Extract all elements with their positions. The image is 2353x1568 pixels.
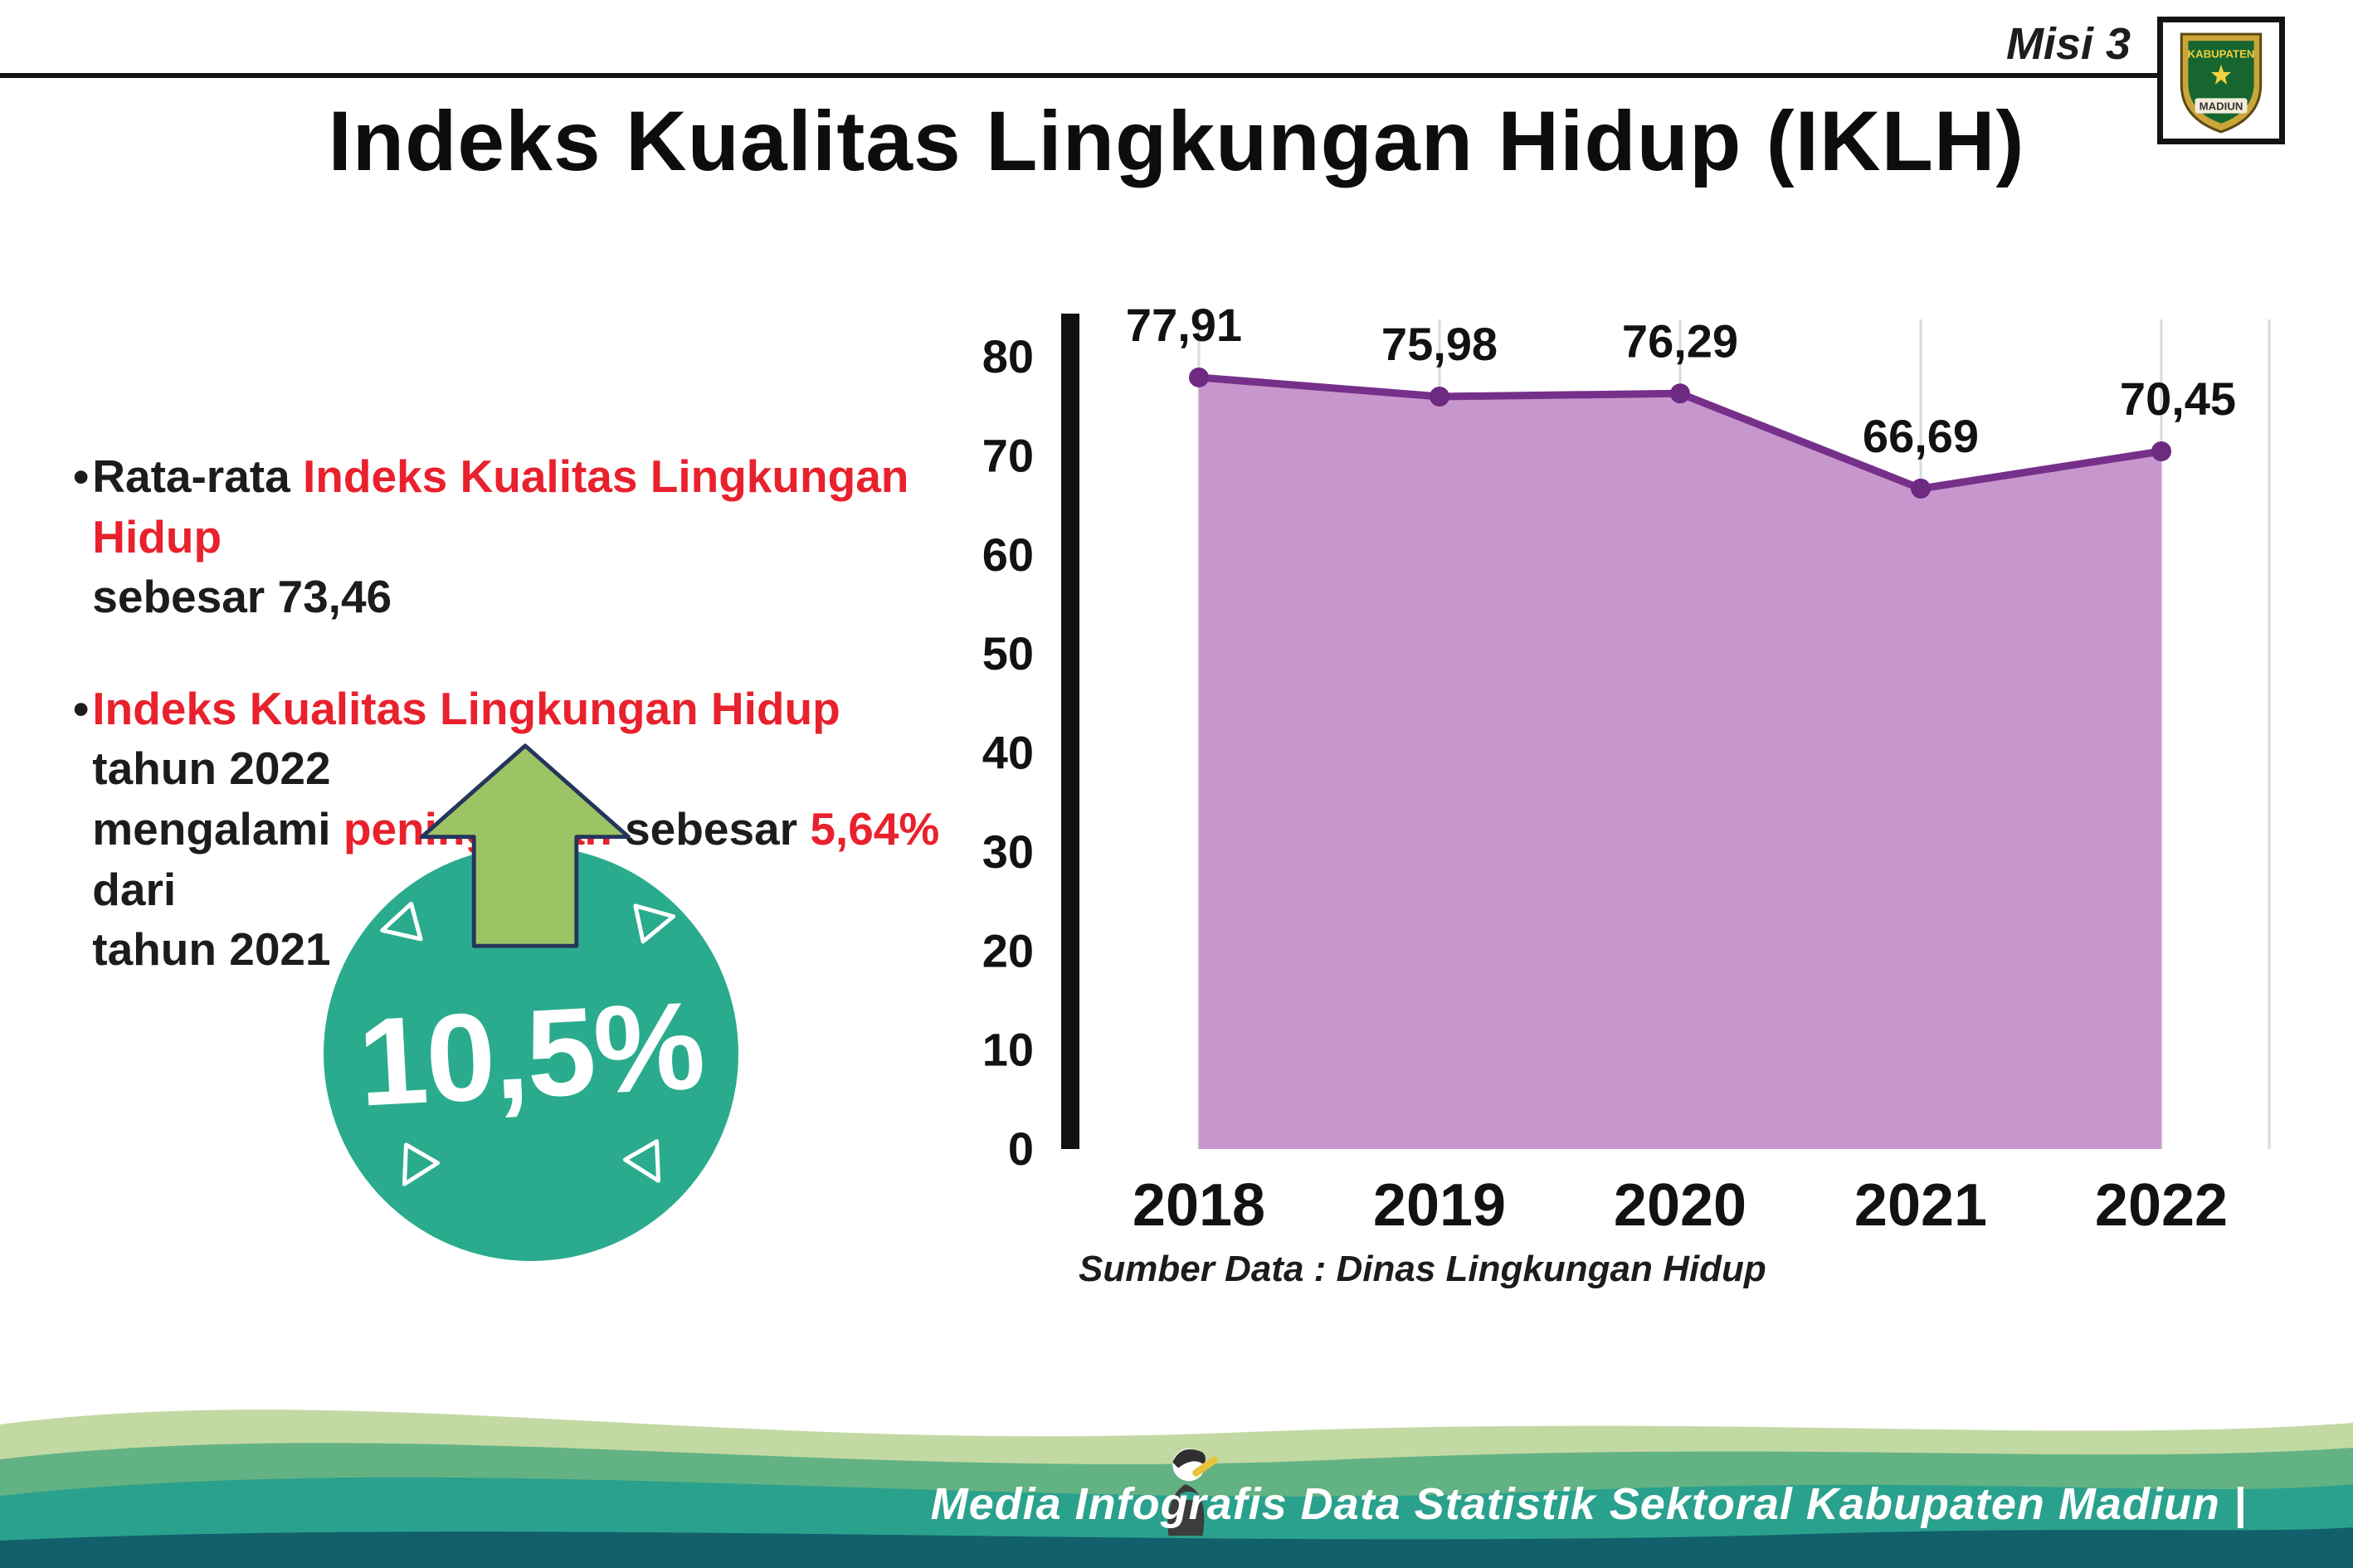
bullet-list: • Rata-rata Indeks Kualitas Lingkungan H… — [73, 446, 944, 1031]
svg-text:2019: 2019 — [1373, 1172, 1506, 1239]
svg-text:70,45: 70,45 — [2120, 373, 2236, 425]
growth-badge: 10,5% — [315, 734, 747, 1273]
svg-text:70: 70 — [982, 429, 1034, 481]
svg-text:60: 60 — [982, 528, 1034, 581]
svg-text:50: 50 — [982, 627, 1034, 679]
header-divider — [0, 73, 2157, 78]
svg-text:77,91: 77,91 — [1126, 299, 1242, 351]
emblem-bottom-text: MADIUN — [2200, 100, 2243, 113]
svg-text:2021: 2021 — [1854, 1172, 1987, 1239]
bullet-marker: • — [73, 450, 90, 502]
svg-text:2022: 2022 — [2095, 1172, 2228, 1239]
emblem-top-text: KABUPATEN — [2188, 48, 2255, 61]
statistics-mascot-icon — [1167, 1448, 1219, 1536]
triangle-decoration-icon — [402, 1142, 441, 1186]
svg-text:2020: 2020 — [1614, 1172, 1746, 1239]
svg-text:40: 40 — [982, 727, 1034, 779]
source-note: Sumber Data : Dinas Lingkungan Hidup — [1079, 1249, 1766, 1289]
kabupaten-madiun-emblem-icon: KABUPATEN MADIUN — [2180, 32, 2263, 134]
svg-text:66,69: 66,69 — [1863, 410, 1979, 462]
svg-text:10: 10 — [982, 1024, 1034, 1076]
up-arrow-icon — [419, 743, 631, 948]
footer-caption: Media Infografis Data Statistik Sektoral… — [930, 1479, 2247, 1529]
triangle-decoration-icon — [380, 901, 423, 942]
misi-label: Misi 3 — [2005, 19, 2131, 69]
svg-text:20: 20 — [982, 924, 1034, 976]
svg-text:76,29: 76,29 — [1622, 314, 1738, 367]
svg-text:30: 30 — [982, 825, 1034, 878]
bullet-text-average: Rata-rata Indeks Kualitas Lingkungan Hid… — [92, 450, 922, 623]
svg-text:0: 0 — [1008, 1122, 1034, 1175]
svg-text:75,98: 75,98 — [1381, 318, 1498, 370]
growth-badge-value: 10,5% — [355, 974, 707, 1132]
iklh-area-chart: 0 10 20 30 40 50 60 70 80 77,91 75,98 76,29 66,69 70,… — [979, 274, 2307, 1319]
svg-text:80: 80 — [982, 330, 1034, 382]
triangle-decoration-icon — [633, 903, 676, 944]
footer: Media Infografis Data Statistik Sektoral… — [0, 1373, 2353, 1568]
bullet-marker: • — [73, 682, 90, 734]
bullet-item-average: • Rata-rata Indeks Kualitas Lingkungan H… — [73, 446, 944, 627]
page-title: Indeks Kualitas Lingkungan Hidup (IKLH) — [328, 94, 2025, 188]
bullet-item-increase: • Indeks Kualitas Lingkungan Hidup tahun… — [73, 679, 944, 980]
chart-canvas: 0 10 20 30 40 50 60 70 80 77,91 75,98 76,29 66,69 70,… — [982, 299, 2271, 1239]
logo-box: KABUPATEN MADIUN — [2157, 17, 2285, 144]
triangle-decoration-icon — [622, 1139, 660, 1183]
svg-text:2018: 2018 — [1133, 1172, 1265, 1239]
